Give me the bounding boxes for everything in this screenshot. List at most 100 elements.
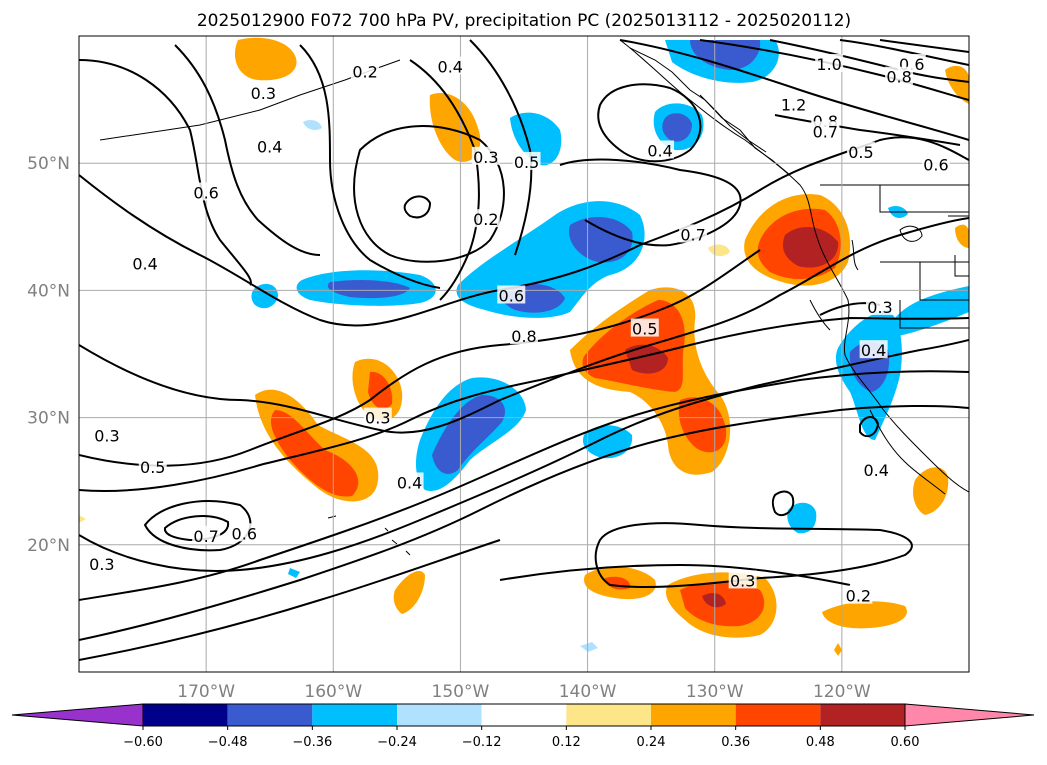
contour-label-bg — [859, 340, 888, 359]
precip-positive-area — [708, 244, 730, 257]
precip-negative-area — [582, 425, 633, 459]
contour-label-bg — [363, 407, 392, 426]
contour-label: 0.3 — [730, 571, 755, 590]
contour-label: 0.2 — [352, 63, 377, 82]
contour-label: 0.7 — [813, 122, 838, 141]
lat-tick-label: 20°N — [27, 536, 70, 556]
precip-negative-area — [569, 216, 633, 263]
precip-positive-area — [822, 601, 907, 629]
lon-tick-label: 120°W — [813, 682, 871, 702]
contour-label: 0.3 — [251, 84, 276, 103]
contour-label: 0.4 — [438, 58, 463, 77]
contour-label-bg — [646, 140, 675, 159]
lat-tick-label: 40°N — [27, 281, 70, 301]
contour-label: 0.6 — [193, 183, 218, 202]
precip-positive-area — [79, 515, 86, 523]
colorbar-extend-min — [11, 703, 144, 727]
precip-negative-area — [303, 120, 322, 130]
contour-label: 0.5 — [632, 320, 657, 339]
contour-label: 0.2 — [846, 587, 871, 606]
contour-label-bg — [230, 523, 259, 542]
colorbar-bin — [566, 704, 651, 726]
precip-positive-area — [955, 224, 969, 248]
precip-positive-area — [270, 410, 359, 497]
colorbar-tick-label: −0.60 — [123, 735, 163, 750]
precip-positive-area — [234, 37, 297, 81]
pv-contours — [79, 39, 969, 661]
colorbar-tick-label: −0.24 — [377, 735, 417, 750]
lon-tick-label: 170°W — [177, 682, 235, 702]
colorbar-tick-label: 0.24 — [637, 735, 666, 750]
lon-tick-labels: 170°W 160°W 150°W 140°W 130°W 120°W — [177, 682, 871, 702]
contour-label: 0.3 — [473, 148, 498, 167]
colorbar-bin — [735, 704, 821, 726]
precip-positive-area — [393, 570, 425, 614]
precip-negative-area — [580, 642, 598, 652]
colorbar-frame — [142, 703, 906, 727]
contour-label: 0.5 — [514, 153, 539, 172]
contour-label-bg — [846, 141, 875, 160]
contour-label: 0.3 — [89, 555, 114, 574]
precip-positive-area — [913, 467, 949, 515]
colorbar-tick-label: 0.48 — [806, 735, 835, 750]
lat-tick-labels: 20°N 30°N 40°N 50°N — [27, 154, 70, 556]
contour-label: 0.3 — [94, 426, 119, 445]
precip-negative-area — [690, 40, 761, 70]
colorbar-bin — [651, 704, 736, 726]
contour-label: 0.3 — [867, 298, 892, 317]
precip-positive-area — [368, 371, 393, 409]
lat-tick-label: 50°N — [27, 154, 70, 174]
contour-labels: 0.2 0.3 0.4 0.6 0.4 0.4 0.3 0.2 0.5 0.6 0.8 0.5 0.7 0… — [87, 53, 950, 606]
colorbar-bin — [227, 704, 313, 726]
colorbar-bin — [312, 704, 397, 726]
contour-label-bg — [779, 94, 808, 113]
contour-label-bg — [921, 154, 950, 173]
contour-label: 0.4 — [132, 255, 157, 274]
contour-label: 0.5 — [140, 458, 165, 477]
colorbar-tick-label: −0.36 — [292, 735, 332, 750]
contour-label-bg — [471, 146, 500, 165]
colorbar-tick-label: 0.12 — [552, 735, 581, 750]
contour-label: 0.4 — [397, 473, 422, 492]
contour-label: 0.4 — [863, 461, 888, 480]
contour-label-bg — [679, 224, 708, 243]
lon-tick-label: 130°W — [686, 682, 744, 702]
lon-tick-label: 160°W — [304, 682, 362, 702]
contour-label: 0.6 — [923, 155, 948, 174]
gridlines — [79, 36, 969, 672]
contour-label: 0.7 — [680, 225, 705, 244]
precip-negative-area — [662, 113, 692, 142]
precipitation-shading — [79, 37, 969, 656]
precip-positive-area — [429, 93, 481, 162]
contour-label: 0.6 — [232, 524, 257, 543]
contour-label: 0.5 — [848, 143, 873, 162]
precip-negative-area — [432, 395, 506, 474]
lon-tick-label: 150°W — [432, 682, 490, 702]
contour-label-bg — [497, 285, 526, 304]
colorbar-bin — [397, 704, 482, 726]
precip-positive-area — [782, 226, 839, 268]
contour-label-bg — [87, 553, 116, 572]
colorbar-bin — [481, 704, 567, 726]
map-area: 0.2 0.3 0.4 0.6 0.4 0.4 0.3 0.2 0.5 0.6 0.8 0.5 0.7 0… — [79, 36, 969, 672]
precip-negative-area — [891, 286, 969, 336]
contour-label-bg — [512, 151, 541, 170]
contour-label: 0.8 — [886, 68, 911, 87]
precip-negative-area — [327, 280, 410, 299]
contour-label-bg — [192, 525, 221, 544]
colorbar-extend-max — [904, 703, 1035, 727]
contour-label: 0.6 — [499, 286, 524, 305]
contour-label-bg — [844, 585, 873, 604]
contour-label-bg — [255, 136, 284, 155]
contour-label: 1.0 — [816, 55, 841, 74]
contour-label-bg — [138, 457, 167, 476]
contour-label-bg — [249, 83, 278, 102]
contour-label: 0.8 — [511, 327, 536, 346]
contour-label-bg — [728, 570, 757, 589]
colorbar-bin — [143, 704, 228, 726]
contour-label-bg — [436, 56, 465, 75]
contour-label-bg — [815, 53, 844, 72]
contour-label-bg — [92, 425, 121, 444]
colorbar: −0.60 −0.48 −0.36 −0.24 −0.12 0.12 0.24 0.36 0.4… — [11, 703, 1035, 750]
